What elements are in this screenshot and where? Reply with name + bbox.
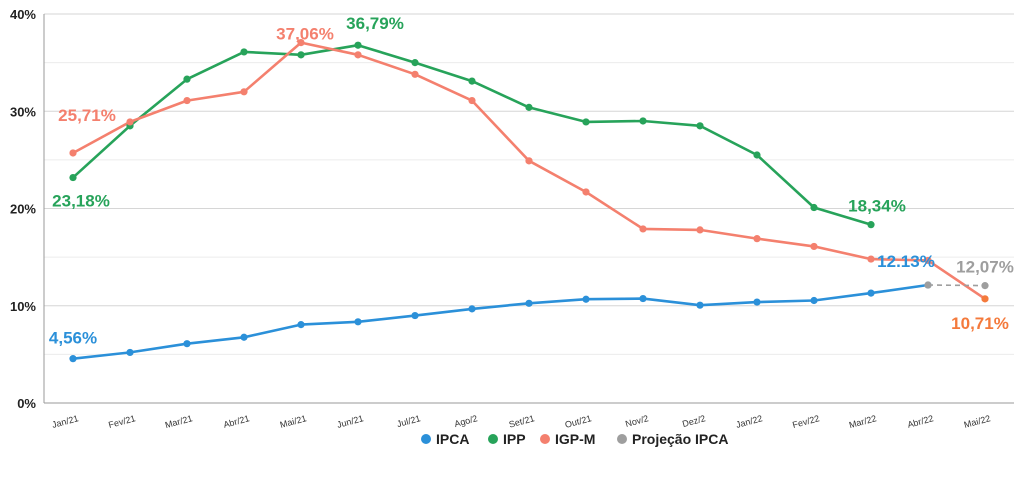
legend-marker [540, 434, 550, 444]
data-point [240, 88, 248, 96]
data-point [354, 51, 362, 59]
y-tick-label: 30% [10, 104, 36, 119]
data-point [525, 299, 533, 307]
data-point [924, 256, 932, 265]
data-point [639, 294, 647, 303]
legend: IPCA IPP IGP-M Projeção IPCA [421, 431, 728, 447]
data-point [810, 296, 818, 305]
data-point [696, 122, 704, 130]
x-tick-label: Fev/21 [107, 413, 136, 430]
data-point [354, 41, 362, 49]
legend-marker [488, 434, 498, 444]
data-label: 23,18% [52, 192, 110, 211]
legend-label: Projeção IPCA [632, 431, 728, 447]
y-tick-label: 20% [10, 202, 36, 217]
x-tick-label: Out/21 [564, 413, 593, 430]
series-points [69, 38, 989, 363]
data-point [582, 295, 590, 303]
data-point [582, 118, 590, 126]
series-line-igp-m [72, 41, 986, 300]
data-point [69, 355, 77, 363]
x-tick-label: Mai/21 [279, 413, 308, 430]
x-tick-label: Abr/22 [906, 413, 934, 430]
x-tick-label: Mai/22 [963, 413, 992, 430]
series-line-proje-o-ipca [927, 284, 986, 287]
data-point [981, 295, 989, 303]
data-label: 36,79% [346, 14, 404, 33]
legend-marker [421, 434, 431, 444]
data-point [810, 203, 818, 212]
data-label: 37,06% [276, 25, 334, 44]
data-point [354, 318, 362, 326]
series-line-ipca [72, 283, 929, 360]
y-axis: 0% 10% 20% 30% 40% [10, 7, 45, 411]
x-tick-label: Mar/22 [848, 413, 878, 430]
data-point [525, 103, 533, 111]
data-point [639, 117, 647, 125]
x-tick-label: Mar/21 [164, 413, 194, 430]
x-tick-label: Abr/21 [222, 413, 250, 430]
data-point [810, 242, 818, 251]
data-point [468, 96, 476, 105]
data-label: 12,07% [956, 258, 1014, 277]
data-point [753, 235, 761, 243]
data-point [297, 51, 305, 59]
x-tick-label: Jan/22 [735, 413, 764, 430]
data-point [582, 188, 590, 196]
data-point [753, 151, 761, 159]
legend-label: IPCA [436, 431, 469, 447]
x-tick-label: Dez/2 [681, 413, 706, 429]
data-point [867, 221, 875, 229]
x-tick-label: Jan/21 [51, 413, 80, 430]
y-tick-label: 40% [10, 7, 36, 22]
data-label: 4,56% [49, 329, 97, 348]
data-point [69, 173, 77, 182]
data-point [183, 75, 191, 83]
y-tick-label: 10% [10, 299, 36, 314]
legend-label: IGP-M [555, 431, 595, 447]
legend-marker [617, 434, 627, 444]
x-tick-label: Fev/22 [791, 413, 820, 430]
data-point [981, 282, 989, 290]
x-tick-label: Jun/21 [336, 413, 365, 430]
data-point [411, 59, 419, 67]
data-label: 18,34% [848, 197, 906, 216]
data-label: 12.13% [877, 252, 935, 271]
data-point [468, 77, 476, 85]
data-point [753, 298, 761, 306]
data-point [867, 289, 875, 297]
data-label: 10,71% [951, 314, 1009, 333]
data-point [525, 157, 533, 165]
data-point [924, 281, 932, 289]
x-tick-label: Ago/2 [453, 413, 478, 429]
data-point [411, 70, 419, 78]
data-point [240, 333, 248, 341]
data-point [696, 301, 704, 309]
data-point [468, 305, 476, 313]
data-point [126, 118, 134, 126]
data-point [297, 38, 305, 47]
legend-label: IPP [503, 431, 526, 447]
data-point [126, 348, 134, 357]
data-labels: 4,56% 12.13% 23,18% 36,79% 18,34% 25,71% 37,06… [49, 14, 1014, 347]
x-tick-label: Jul/21 [396, 413, 422, 429]
x-tick-label: Nov/2 [624, 413, 649, 429]
series-line-ipp [72, 43, 872, 226]
data-point [696, 226, 704, 234]
data-point [411, 311, 419, 320]
data-point [183, 96, 191, 105]
y-tick-label: 0% [17, 396, 36, 411]
data-point [297, 321, 305, 329]
data-point [69, 149, 77, 157]
data-point [639, 225, 647, 233]
x-axis: Jan/21 Fev/21 Mar/21 Abr/21 Mai/21 Jun/21 Jul/… [51, 413, 992, 430]
data-label: 25,71% [58, 106, 116, 125]
data-point [240, 48, 248, 56]
data-point [183, 340, 191, 348]
data-point [867, 255, 875, 263]
x-tick-label: Set/21 [508, 413, 536, 429]
